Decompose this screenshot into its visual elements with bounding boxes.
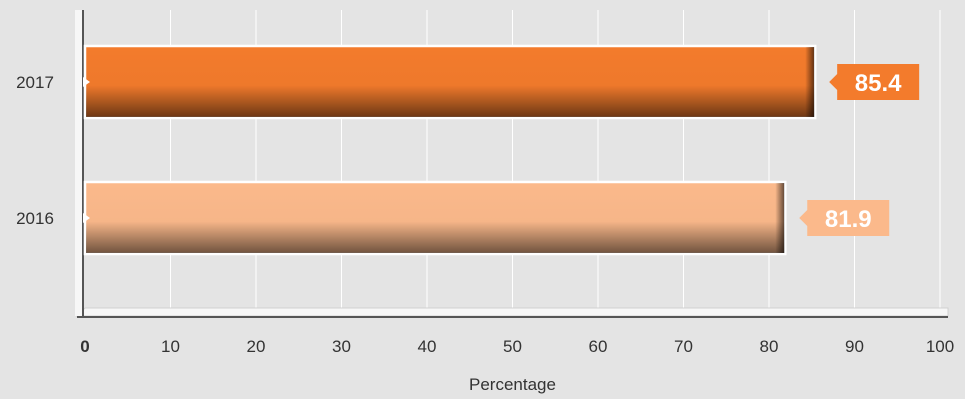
bars — [83, 44, 817, 256]
axis-marker — [83, 77, 90, 87]
x-tick-label: 50 — [503, 337, 522, 356]
x-tick-label: 20 — [247, 337, 266, 356]
x-tick-labels: 0 10 20 30 40 50 60 70 80 90 100 — [80, 337, 954, 356]
x-axis-title: Percentage — [469, 375, 556, 394]
x-tick-label: 80 — [760, 337, 779, 356]
category-labels: 2017 2016 — [16, 73, 54, 228]
x-tick-label: 100 — [926, 337, 954, 356]
axis-marker — [83, 213, 90, 223]
x-tick-label: 90 — [845, 337, 864, 356]
x-tick-label: 40 — [418, 337, 437, 356]
axes — [75, 10, 949, 318]
x-tick-label: 10 — [161, 337, 180, 356]
data-label-box — [799, 200, 890, 236]
x-tick-label: 60 — [589, 337, 608, 356]
data-labels: 85.4 81.9 — [799, 64, 920, 236]
data-label-box — [829, 64, 920, 100]
x-tick-label: 70 — [674, 337, 693, 356]
data-label: 85.4 — [855, 70, 902, 97]
x-tick-label: 0 — [80, 337, 89, 356]
data-label: 81.9 — [825, 206, 872, 233]
bar-shade — [86, 47, 815, 117]
x-tick-label: 30 — [332, 337, 351, 356]
category-label: 2016 — [16, 209, 54, 228]
bar-edge-shade — [775, 183, 785, 253]
category-label: 2017 — [16, 73, 54, 92]
y-axis-wall — [75, 10, 83, 316]
x-axis-base — [75, 307, 949, 317]
bar-shade — [86, 183, 785, 253]
bar-edge-shade — [805, 47, 815, 117]
